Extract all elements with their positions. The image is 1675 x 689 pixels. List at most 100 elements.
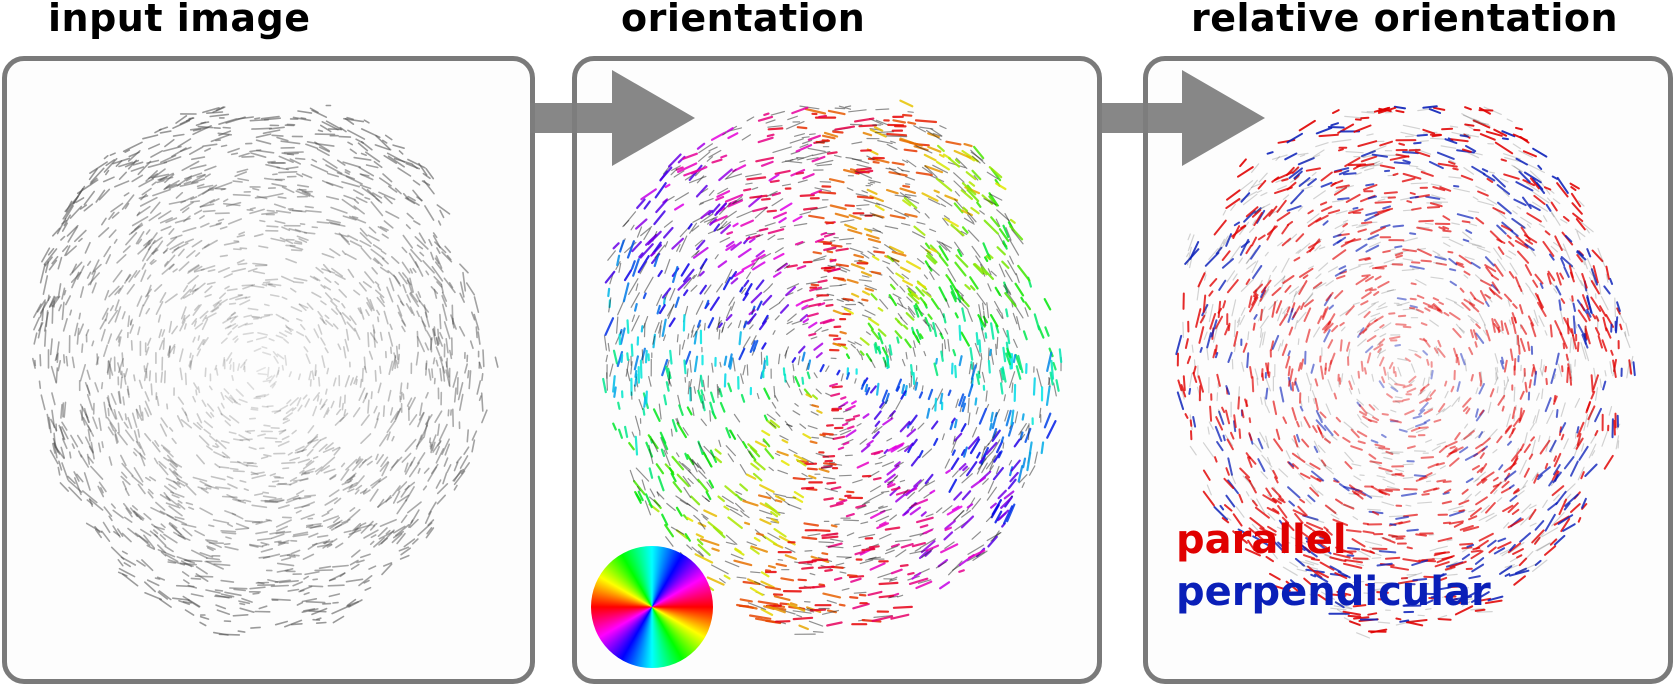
texture-stroke [200,222,210,228]
texture-stroke [328,593,341,598]
texture-stroke [154,439,160,447]
texture-stroke [983,198,997,206]
texture-stroke [331,604,352,615]
texture-stroke [1002,327,1008,338]
texture-stroke [117,528,124,538]
texture-stroke [860,521,869,525]
texture-stroke [471,439,476,453]
texture-stroke [1377,280,1390,289]
texture-stroke [391,485,401,497]
texture-stroke [332,323,339,330]
texture-stroke [1270,340,1275,351]
texture-stroke [947,268,957,282]
texture-stroke [444,245,452,254]
texture-stroke [1394,344,1401,347]
texture-stroke [481,372,484,382]
texture-stroke [634,415,640,431]
texture-stroke [226,311,236,321]
texture-stroke [177,248,185,257]
texture-stroke [915,144,933,154]
texture-stroke [61,437,68,450]
texture-stroke [880,399,889,410]
texture-stroke [249,586,266,590]
texture-stroke [1443,242,1451,247]
texture-stroke [1523,171,1542,184]
texture-stroke [408,414,418,426]
texture-stroke [830,538,844,542]
texture-stroke [786,264,798,269]
texture-stroke [453,470,466,486]
texture-stroke [314,364,317,377]
texture-stroke [921,448,933,458]
texture-stroke [652,408,661,422]
texture-stroke [970,206,980,215]
texture-stroke [998,263,1006,278]
texture-stroke [698,143,713,154]
texture-stroke [721,321,726,334]
texture-stroke [325,181,344,189]
texture-stroke [767,125,783,128]
texture-stroke [968,363,972,375]
texture-stroke [1271,551,1278,560]
texture-stroke [1538,435,1541,442]
texture-stroke [1014,282,1025,297]
texture-stroke [431,328,437,345]
texture-stroke [1278,468,1289,478]
texture-stroke [273,475,281,478]
texture-stroke [1345,305,1355,316]
texture-stroke [368,565,377,570]
texture-stroke [1389,376,1398,385]
texture-stroke [271,409,282,413]
texture-stroke [799,105,820,110]
texture-stroke [604,317,615,336]
texture-stroke [1252,206,1265,215]
texture-stroke [1415,533,1427,537]
texture-stroke [137,428,141,438]
texture-stroke [324,388,328,395]
texture-stroke [239,479,247,483]
texture-stroke [62,354,66,364]
texture-stroke [686,516,694,522]
texture-stroke [269,380,277,388]
texture-stroke [1226,270,1236,283]
texture-stroke [249,207,256,210]
texture-stroke [1487,595,1504,602]
texture-stroke [1392,172,1399,176]
texture-stroke [636,486,641,492]
texture-stroke [1537,466,1551,478]
texture-stroke [321,355,326,369]
texture-stroke [239,247,248,250]
texture-stroke [159,172,174,181]
texture-stroke [332,377,337,387]
texture-stroke [1213,506,1228,521]
texture-stroke [242,283,255,290]
texture-stroke [921,289,932,298]
texture-stroke [1286,205,1302,212]
texture-stroke [322,447,335,454]
texture-stroke [1309,462,1321,470]
texture-stroke [350,549,361,558]
texture-stroke [1319,536,1329,541]
texture-stroke [644,349,648,364]
texture-stroke [1302,293,1314,305]
texture-stroke [267,160,276,163]
texture-stroke [1520,324,1528,335]
texture-stroke [210,412,215,418]
texture-stroke [391,356,397,371]
texture-stroke [1433,347,1439,354]
texture-stroke [322,515,340,523]
texture-stroke [1503,153,1521,160]
texture-stroke [834,154,842,158]
texture-stroke [354,489,360,495]
texture-stroke [720,218,726,225]
texture-stroke [961,307,966,322]
texture-stroke [270,584,290,588]
texture-stroke [643,228,652,240]
texture-stroke [944,541,955,549]
texture-stroke [1515,181,1534,192]
texture-stroke [173,469,179,476]
texture-stroke [728,296,735,306]
texture-stroke [967,436,980,450]
texture-stroke [299,223,306,226]
texture-stroke [697,151,711,162]
